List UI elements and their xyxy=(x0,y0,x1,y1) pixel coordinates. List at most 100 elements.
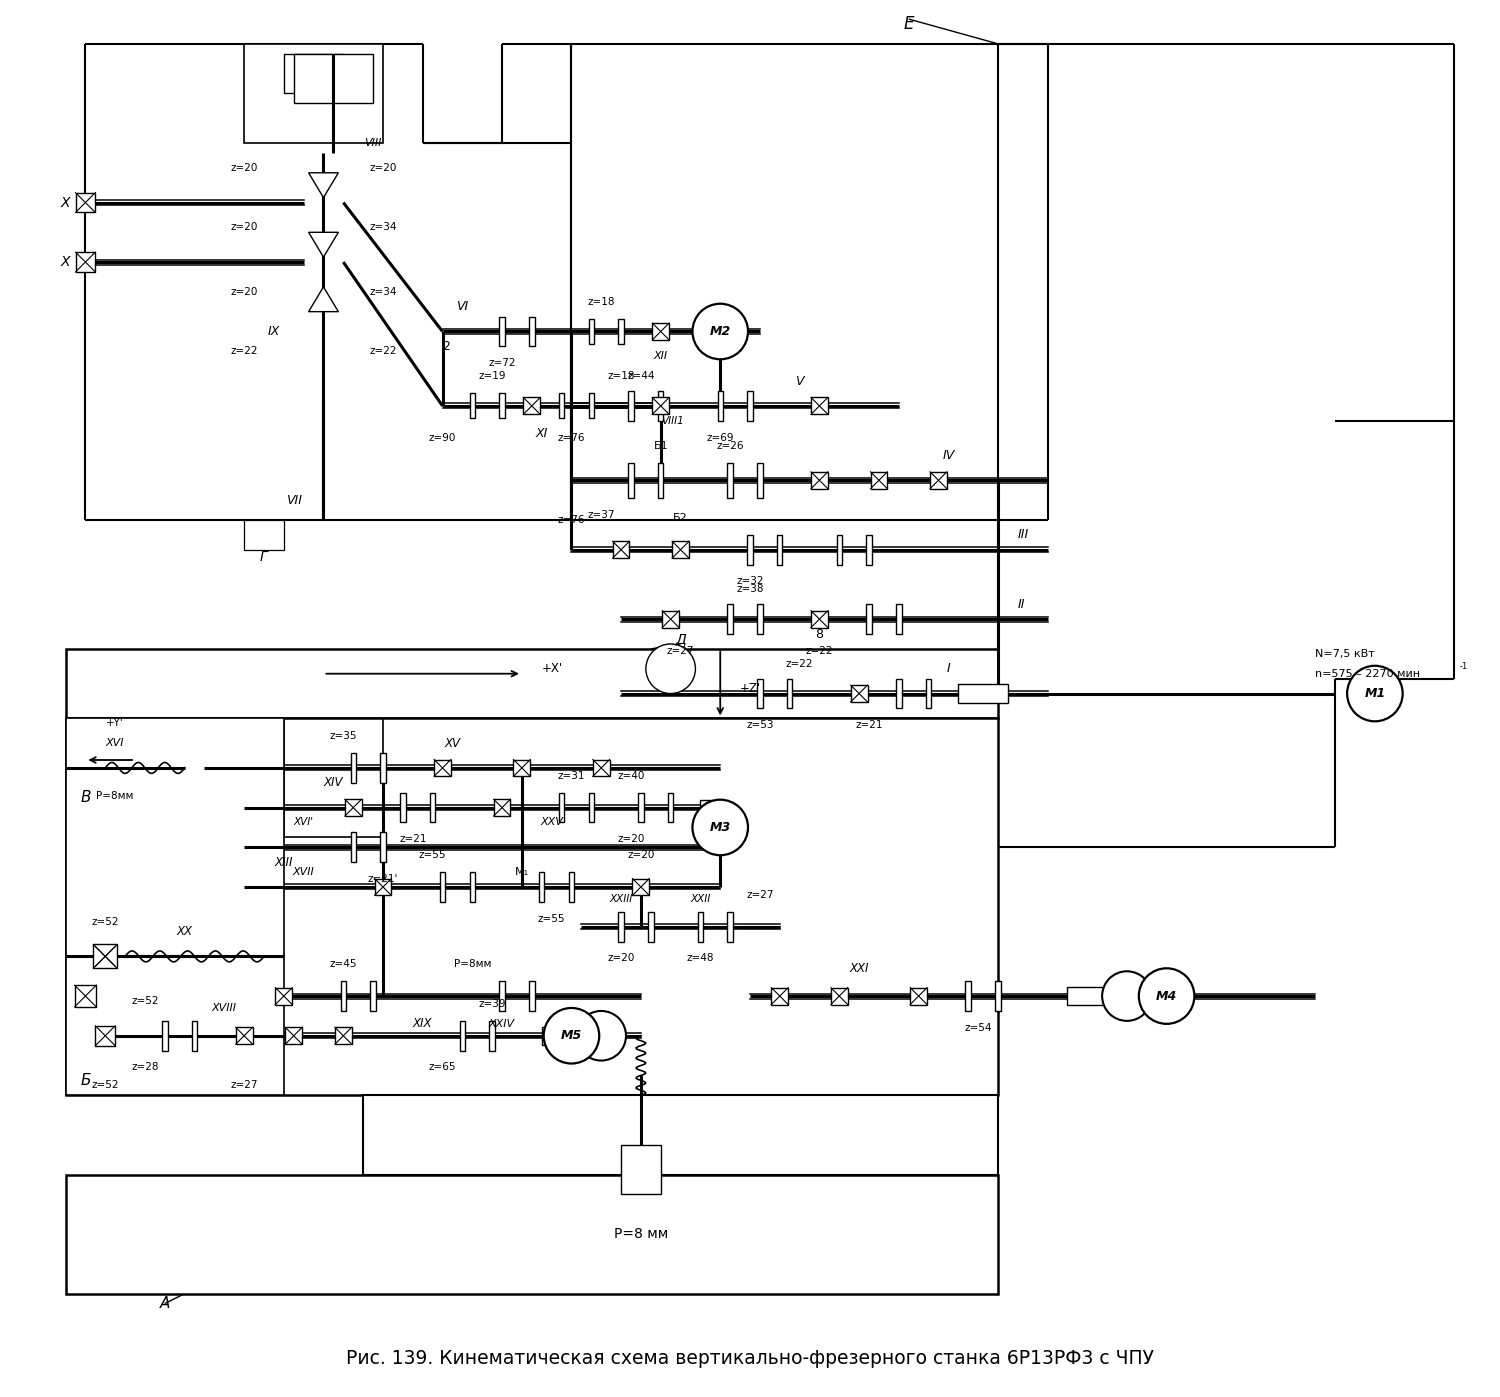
Text: +X': +X' xyxy=(542,662,562,675)
Text: z=72: z=72 xyxy=(489,358,516,369)
Bar xyxy=(459,1021,465,1051)
Bar xyxy=(777,535,783,564)
Text: z=52: z=52 xyxy=(92,916,118,926)
Bar xyxy=(621,1146,660,1194)
Text: В: В xyxy=(80,791,90,805)
Bar xyxy=(75,193,96,212)
Text: XX: XX xyxy=(177,925,192,939)
Circle shape xyxy=(693,303,748,359)
Text: z=40: z=40 xyxy=(618,771,645,781)
Text: z=26: z=26 xyxy=(717,440,744,451)
Bar xyxy=(633,879,650,895)
Bar xyxy=(812,398,828,415)
Text: VI: VI xyxy=(456,300,468,313)
Bar xyxy=(648,912,654,942)
Text: XVII: XVII xyxy=(292,868,315,877)
Bar xyxy=(560,792,564,823)
Bar xyxy=(96,1025,116,1046)
Text: 8: 8 xyxy=(816,627,824,641)
Text: Е: Е xyxy=(903,15,914,34)
Bar xyxy=(294,53,374,103)
Text: XIII: XIII xyxy=(274,856,292,869)
Text: XXIV: XXIV xyxy=(489,1018,514,1028)
Bar xyxy=(66,718,284,1095)
Text: z=21: z=21 xyxy=(855,721,883,731)
Text: z=20: z=20 xyxy=(231,286,258,296)
Bar xyxy=(500,981,506,1011)
Text: X: X xyxy=(62,256,70,270)
Circle shape xyxy=(646,644,696,693)
Text: III: III xyxy=(1019,528,1029,541)
Text: z=39: z=39 xyxy=(478,999,506,1009)
Text: M4: M4 xyxy=(1156,989,1178,1003)
Text: z=18: z=18 xyxy=(608,372,634,381)
Bar xyxy=(958,683,1008,704)
Bar xyxy=(560,394,564,418)
Bar xyxy=(244,43,382,142)
Bar xyxy=(588,319,594,344)
Bar xyxy=(440,872,446,902)
Text: XXI: XXI xyxy=(849,961,868,975)
Bar xyxy=(867,535,871,564)
Bar xyxy=(896,605,902,634)
Text: +Z': +Z' xyxy=(740,682,760,696)
Bar xyxy=(662,610,680,627)
Bar xyxy=(747,391,753,420)
Bar xyxy=(489,1021,495,1051)
Text: z=55: z=55 xyxy=(538,914,566,923)
Bar xyxy=(370,981,376,1011)
Bar xyxy=(381,833,386,862)
Bar xyxy=(524,398,540,415)
Text: z=52: z=52 xyxy=(130,996,159,1006)
Bar xyxy=(96,947,116,967)
Bar xyxy=(500,317,506,346)
Polygon shape xyxy=(309,286,339,312)
Text: z=32: z=32 xyxy=(736,577,764,587)
Text: z=20: z=20 xyxy=(608,953,634,964)
Bar xyxy=(500,394,506,418)
Bar xyxy=(812,472,828,489)
Text: z=21: z=21 xyxy=(399,834,426,844)
Bar xyxy=(1068,988,1118,1004)
Text: z=34: z=34 xyxy=(369,286,396,296)
Text: z=28: z=28 xyxy=(130,1063,159,1073)
Text: z=65: z=65 xyxy=(429,1063,456,1073)
Bar xyxy=(870,472,888,489)
Text: z=20: z=20 xyxy=(231,222,258,232)
Bar xyxy=(538,872,544,902)
Bar xyxy=(831,988,848,1004)
Bar xyxy=(494,799,510,816)
Text: Г: Г xyxy=(260,549,268,564)
Bar xyxy=(588,792,594,823)
Text: z=20: z=20 xyxy=(231,163,258,173)
Bar xyxy=(276,988,292,1004)
Bar xyxy=(592,760,609,777)
Text: VIII1: VIII1 xyxy=(660,416,684,426)
Bar xyxy=(668,792,674,823)
Bar xyxy=(66,718,998,1095)
Bar xyxy=(728,605,734,634)
Text: V: V xyxy=(795,374,804,387)
Bar xyxy=(430,792,435,823)
Bar xyxy=(542,1027,567,1045)
Text: XXIII: XXIII xyxy=(609,894,633,904)
Bar xyxy=(470,872,476,902)
Bar xyxy=(758,679,762,708)
Bar xyxy=(588,394,594,418)
Text: VIII: VIII xyxy=(364,138,382,148)
Polygon shape xyxy=(309,173,339,197)
Bar xyxy=(628,391,633,420)
Bar xyxy=(351,833,355,862)
Bar xyxy=(837,535,842,564)
Text: X: X xyxy=(62,196,70,210)
Bar xyxy=(994,981,1000,1011)
Bar xyxy=(66,648,998,718)
Text: z=20: z=20 xyxy=(369,163,396,173)
Text: z=38: z=38 xyxy=(736,584,764,594)
Text: z=22: z=22 xyxy=(231,346,258,356)
Text: z=20: z=20 xyxy=(627,851,654,861)
Text: M₁: M₁ xyxy=(514,868,529,877)
Bar xyxy=(433,760,451,777)
Text: P=8 мм: P=8 мм xyxy=(614,1227,668,1241)
Text: z=90: z=90 xyxy=(429,433,456,443)
